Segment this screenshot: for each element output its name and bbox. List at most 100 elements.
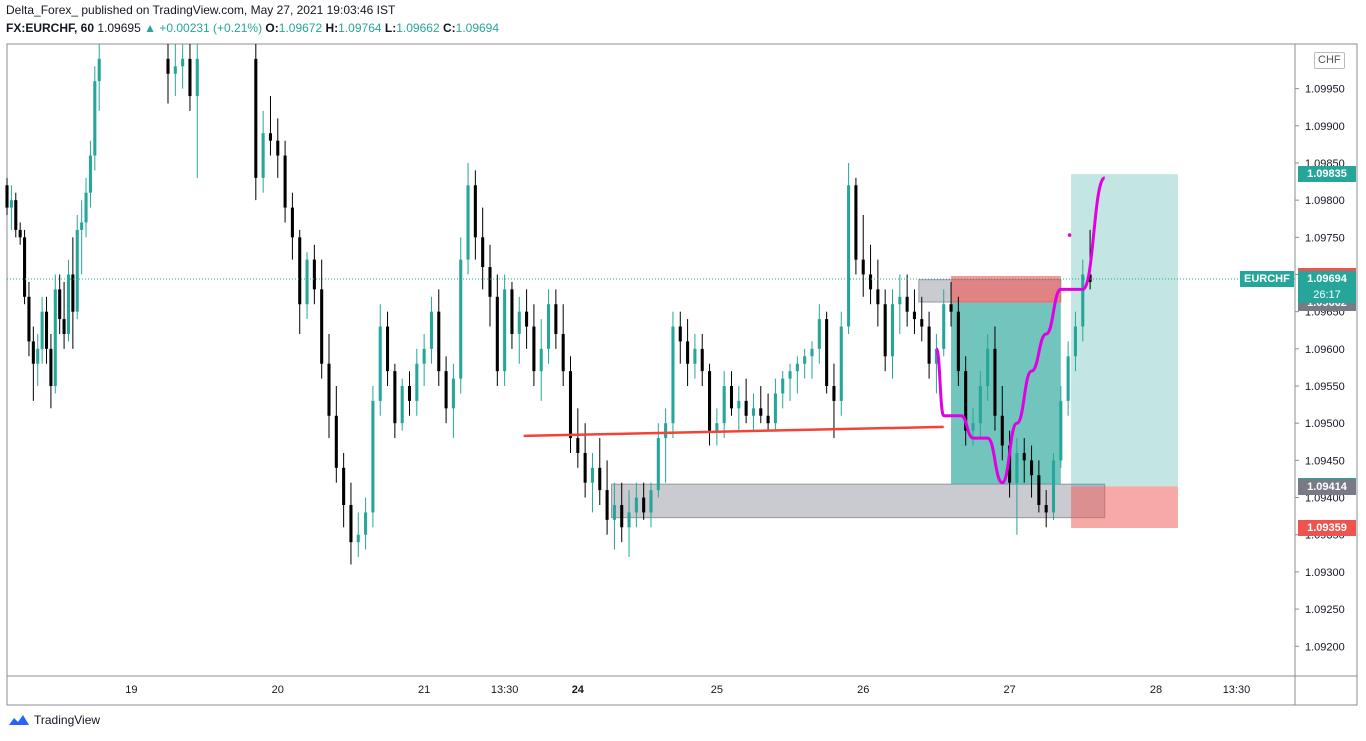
candle-body [23, 237, 27, 297]
candle-body [386, 326, 390, 372]
candle-body [737, 400, 741, 409]
trendline[interactable] [523, 425, 944, 438]
candle [1022, 438, 1026, 483]
candle [444, 356, 448, 424]
candle-body [898, 296, 902, 305]
candle [349, 482, 353, 565]
candle [649, 482, 653, 528]
candle [927, 311, 931, 379]
candle-body [1022, 452, 1026, 461]
candle [44, 296, 49, 364]
candle-body [876, 289, 880, 305]
low-value: 1.09662 [396, 21, 440, 35]
y-tick-label: 1.09400 [1305, 493, 1345, 505]
position-target-zone-1[interactable] [951, 302, 1061, 485]
candle [1015, 438, 1019, 535]
candle-body [729, 386, 734, 409]
candle-body [27, 296, 31, 342]
candle [869, 244, 873, 305]
publish-info: Delta_Forex_ published on TradingView.co… [6, 3, 396, 17]
position-target-zone-2[interactable] [1071, 174, 1178, 487]
candle-body [978, 386, 982, 424]
candle [40, 296, 44, 364]
candle [261, 110, 265, 193]
x-tick-label: 20 [272, 684, 284, 696]
candle [1051, 452, 1056, 520]
chart-frame [6, 43, 1358, 706]
y-tick-label: 1.09450 [1305, 455, 1345, 467]
candle-body [36, 348, 40, 364]
candle [715, 408, 719, 446]
tradingview-logo-icon [9, 715, 29, 725]
candle [1073, 311, 1077, 372]
candle-body [708, 371, 712, 431]
ticker-tag: EURCHF [1240, 270, 1294, 287]
candle [80, 200, 84, 275]
candle-body [986, 348, 990, 387]
candle-body [342, 467, 346, 505]
candle-body [378, 326, 382, 401]
candle [407, 371, 412, 416]
candle [88, 140, 92, 208]
position-stop-zone-1[interactable] [951, 275, 1061, 303]
y-tick-label: 1.09950 [1305, 84, 1345, 96]
x-tick-label: 27 [1003, 684, 1015, 696]
candle-body [942, 304, 946, 349]
candle-body [605, 490, 609, 520]
candle-body [612, 504, 616, 520]
candle-body [788, 371, 792, 379]
candle-body [517, 311, 521, 334]
projection-path[interactable] [934, 176, 1107, 485]
candle-body [71, 274, 75, 312]
candle-body [1044, 504, 1048, 513]
candle-body [181, 58, 185, 67]
support-zone-1[interactable] [610, 483, 1106, 519]
candle-body [671, 326, 675, 424]
y-tick-label: 1.09600 [1305, 344, 1345, 356]
candle [612, 482, 616, 550]
candle [700, 333, 704, 387]
currency-label[interactable]: CHF [1314, 52, 1345, 69]
candle [27, 281, 31, 357]
candle [97, 44, 101, 111]
candle [422, 333, 426, 387]
position-stop-zone-2[interactable] [1071, 486, 1178, 529]
candle-body [825, 319, 829, 387]
x-tick-label: 13:30 [491, 684, 519, 696]
candle-body [832, 386, 836, 401]
candle [759, 386, 763, 424]
candle [642, 482, 646, 520]
candle-body [744, 400, 748, 416]
candle-body [349, 504, 353, 543]
symbol-label[interactable]: FX:EURCHF, 60 [6, 21, 95, 35]
candle-body [444, 371, 448, 409]
candle-body [722, 386, 726, 424]
bar-countdown: 26:17 [1298, 286, 1356, 303]
candle [49, 333, 53, 409]
candle-body [1030, 460, 1034, 476]
candle-body [283, 155, 287, 208]
candle-body [459, 259, 463, 379]
candle [327, 333, 331, 439]
candle-body [481, 237, 485, 268]
candle-body [795, 363, 799, 372]
candle-body [58, 289, 62, 320]
candle [71, 237, 75, 349]
candle-body [751, 408, 755, 416]
x-tick-label: 19 [125, 684, 137, 696]
candle [942, 289, 946, 357]
y-tick-label: 1.09900 [1305, 121, 1345, 133]
candle-body [532, 326, 536, 372]
candle [766, 393, 770, 431]
candle-body [503, 289, 507, 372]
candle-body [561, 333, 565, 372]
candle [656, 423, 660, 498]
candle [1081, 259, 1085, 342]
change-arrow-icon: ▲ [144, 21, 156, 35]
candle [664, 408, 668, 483]
candle-body [971, 423, 975, 431]
candle [437, 289, 441, 387]
candle-body [393, 371, 397, 424]
footer-brand[interactable]: TradingView [8, 713, 100, 727]
